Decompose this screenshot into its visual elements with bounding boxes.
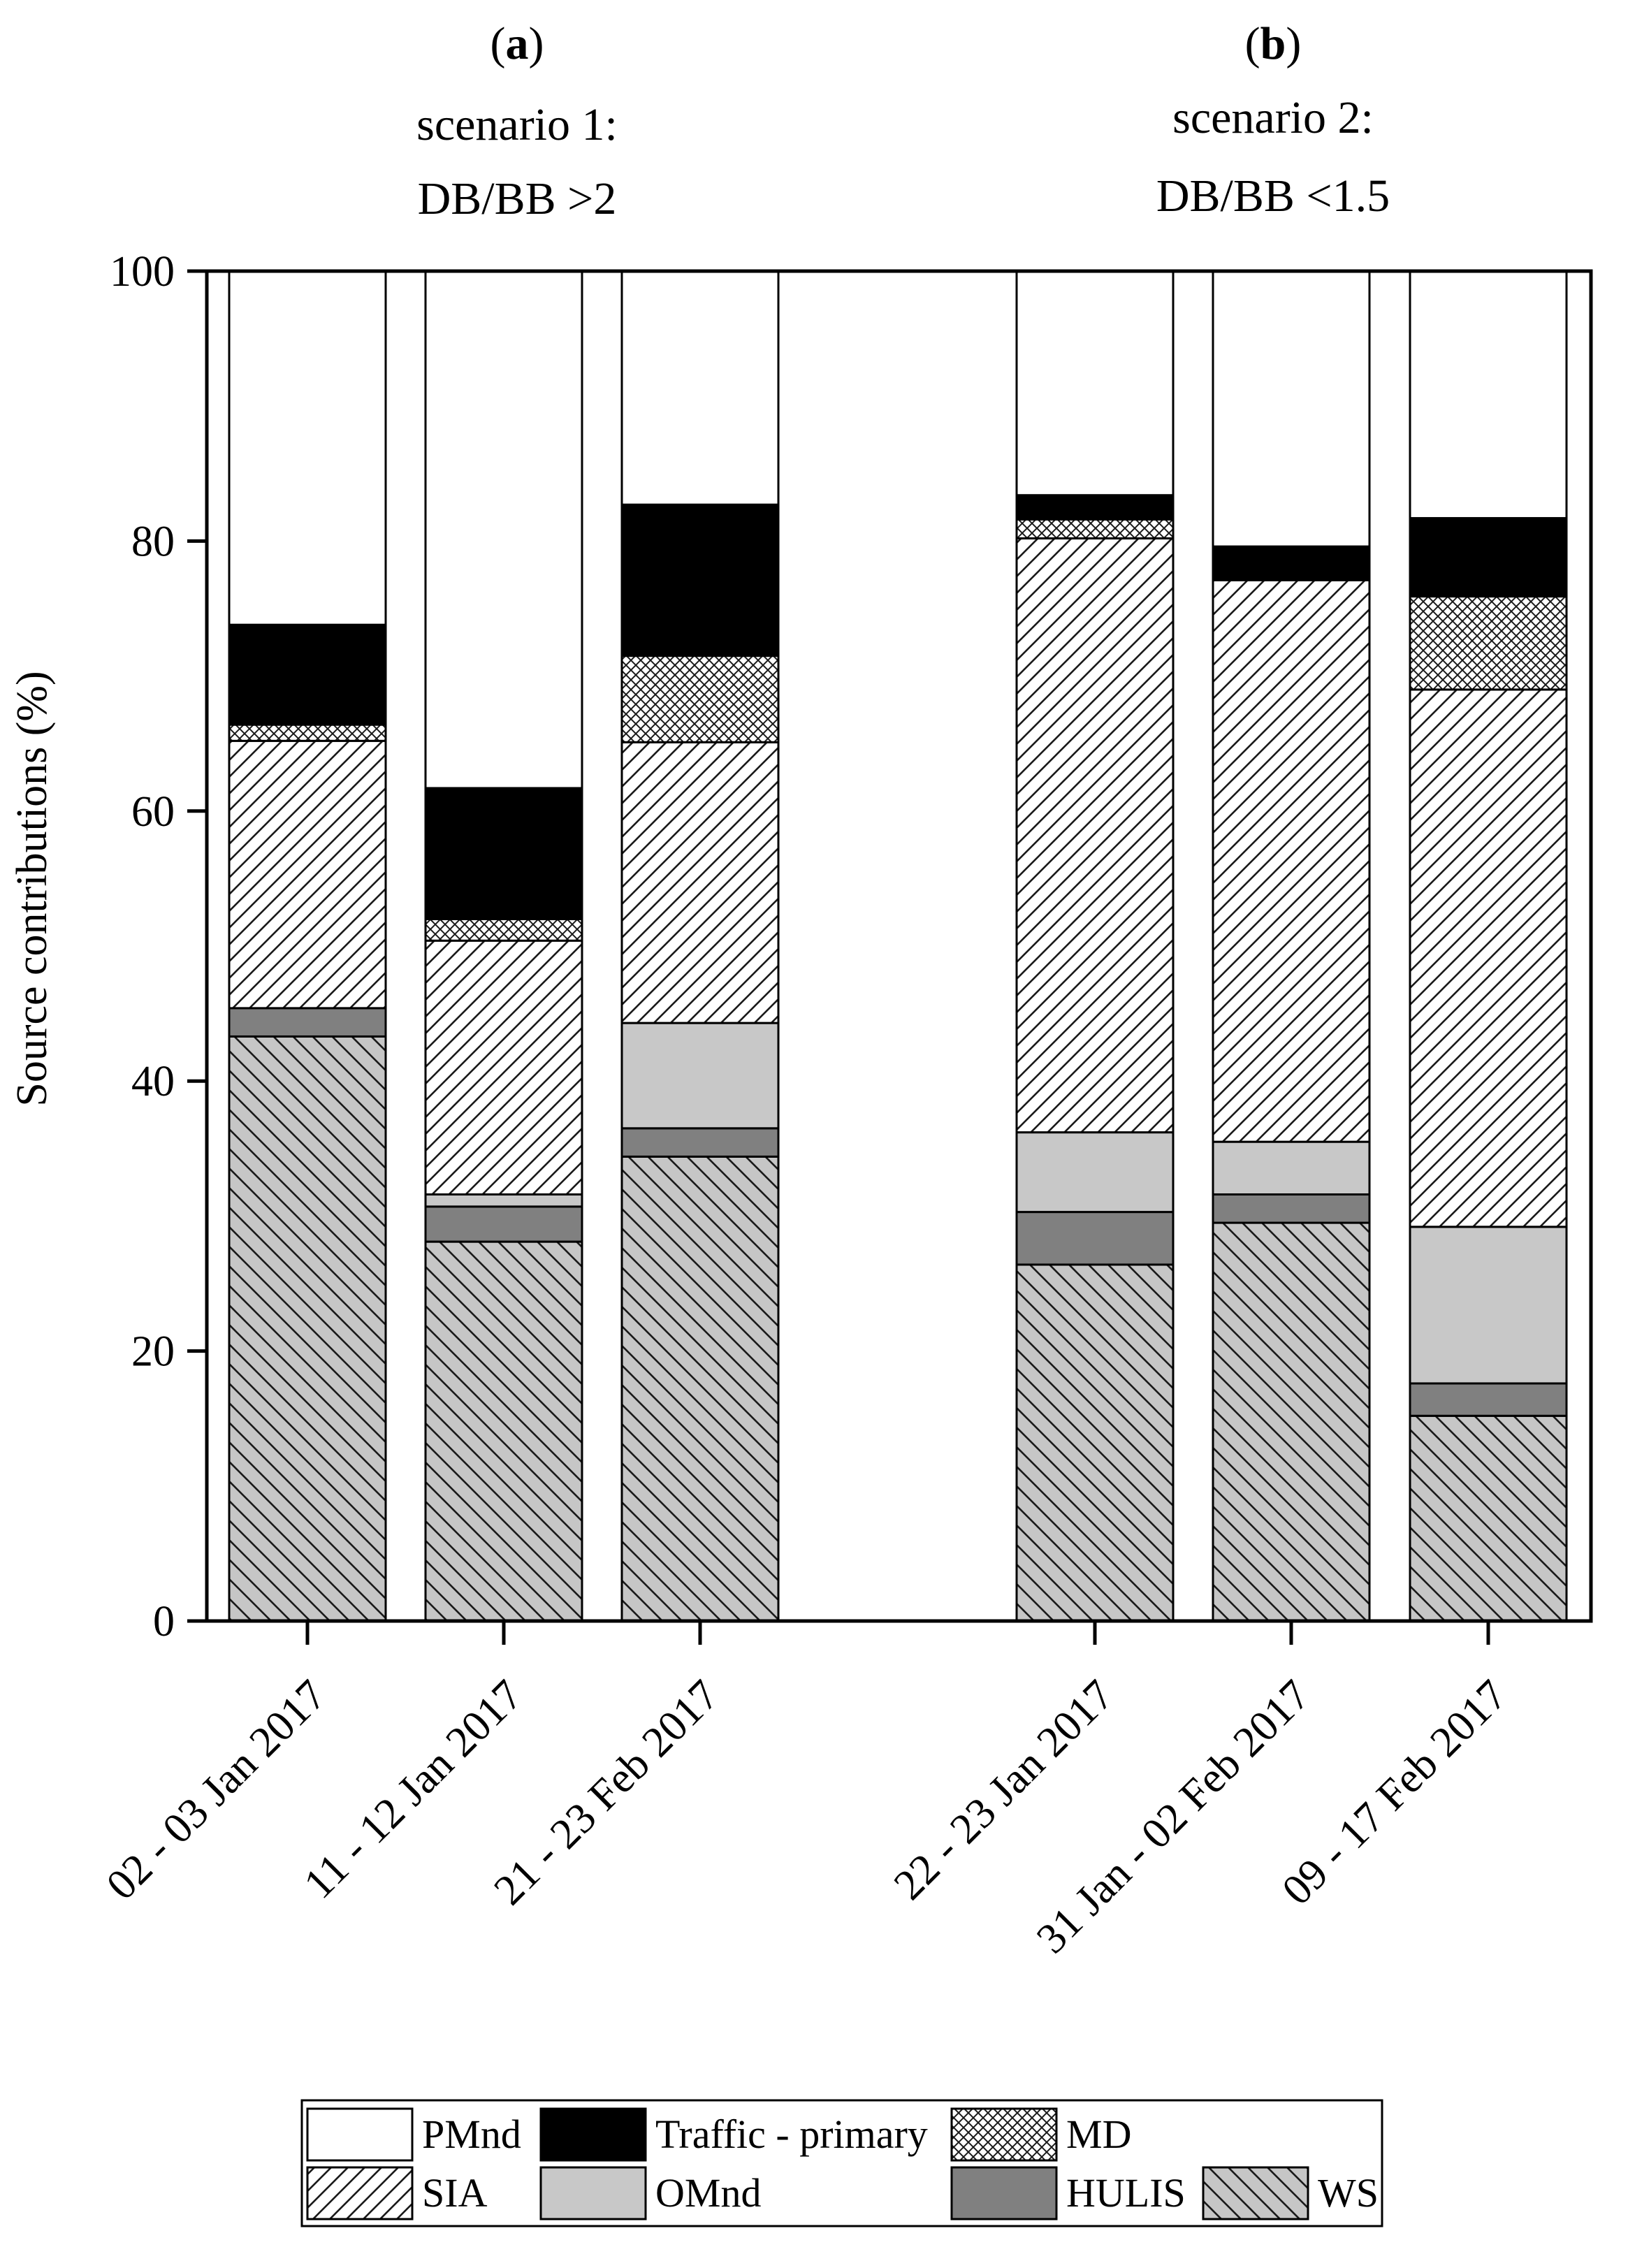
plot-frame bbox=[205, 269, 1593, 1623]
bar-segment-pmnd-6 bbox=[1409, 270, 1568, 520]
legend-swatch-hulis bbox=[950, 2166, 1058, 2220]
bar-segment-pmnd-4 bbox=[1015, 270, 1175, 497]
bar-segment-hulis-2 bbox=[424, 1205, 583, 1243]
bar-segment-pmnd-5 bbox=[1212, 270, 1371, 548]
bar-segment-ws-3 bbox=[620, 1155, 780, 1622]
y-tick-label-40: 40 bbox=[131, 1058, 175, 1105]
bar-segment-traffic-5 bbox=[1212, 545, 1371, 581]
y-tick-label-0: 0 bbox=[153, 1598, 175, 1645]
bar-segment-traffic-2 bbox=[424, 787, 583, 920]
panel-a-condition: DB/BB >2 bbox=[418, 173, 617, 224]
legend-swatch-sia bbox=[306, 2166, 414, 2220]
legend: PMnd Traffic - primary MD SIA OMnd HULIS WS bbox=[300, 2099, 1383, 2227]
axes bbox=[205, 269, 1593, 1645]
bar-segment-pmnd-2 bbox=[424, 270, 583, 790]
bar-segment-omnd-4 bbox=[1015, 1131, 1175, 1214]
legend-swatch-md bbox=[950, 2107, 1058, 2162]
bar-segment-md-4 bbox=[1015, 518, 1175, 540]
panel-b-condition: DB/BB <1.5 bbox=[1156, 170, 1390, 221]
legend-label-md: MD bbox=[1066, 2111, 1131, 2157]
y-tick-label-20: 20 bbox=[131, 1328, 175, 1376]
bar-segment-sia-6 bbox=[1409, 688, 1568, 1228]
bar-segment-ws-4 bbox=[1015, 1263, 1175, 1622]
legend-label-omnd: OMnd bbox=[655, 2170, 761, 2216]
bar-segment-md-6 bbox=[1409, 595, 1568, 691]
legend-frame bbox=[300, 2099, 1383, 2227]
legend-label-hulis: HULIS bbox=[1066, 2170, 1186, 2216]
bar-segment-hulis-3 bbox=[620, 1127, 780, 1158]
bar-segment-hulis-1 bbox=[228, 1007, 387, 1038]
legend-swatch-traffic bbox=[539, 2107, 647, 2162]
bar-segment-sia-5 bbox=[1212, 579, 1371, 1143]
bar-segment-omnd-6 bbox=[1409, 1226, 1568, 1385]
bar-segment-sia-4 bbox=[1015, 537, 1175, 1134]
bar-segment-md-3 bbox=[620, 655, 780, 743]
legend-label-ws: WS bbox=[1318, 2170, 1379, 2216]
y-ticks: 0 20 40 60 80 100 bbox=[110, 248, 207, 1645]
y-axis-title: Source contributions (%) bbox=[8, 671, 56, 1106]
panel-b-scenario: scenario 2: bbox=[1172, 92, 1374, 143]
y-tick-label-80: 80 bbox=[131, 518, 175, 565]
legend-label-pmnd: PMnd bbox=[422, 2111, 521, 2157]
bar-segment-traffic-1 bbox=[228, 623, 387, 726]
bar-segment-traffic-6 bbox=[1409, 517, 1568, 598]
bar-segment-ws-1 bbox=[228, 1035, 387, 1622]
bar-segment-traffic-4 bbox=[1015, 494, 1175, 521]
bar-segment-ws-2 bbox=[424, 1240, 583, 1622]
legend-swatch-ws bbox=[1202, 2166, 1309, 2220]
bar-segment-omnd-3 bbox=[620, 1022, 780, 1130]
bar-segment-traffic-3 bbox=[620, 503, 780, 657]
y-tick-label-100: 100 bbox=[110, 248, 175, 296]
panel-b-letter: (b) bbox=[1245, 18, 1302, 69]
bar-segment-md-1 bbox=[228, 723, 387, 742]
legend-swatch-omnd bbox=[539, 2166, 647, 2220]
panel-headers: (a) scenario 1: DB/BB >2 (b) scenario 2:… bbox=[416, 18, 1390, 224]
bar-segment-sia-1 bbox=[228, 739, 387, 1010]
bar-segment-hulis-4 bbox=[1015, 1211, 1175, 1266]
bar-segment-md-2 bbox=[424, 917, 583, 942]
bar-segment-sia-2 bbox=[424, 939, 583, 1195]
panel-a-scenario: scenario 1: bbox=[416, 99, 618, 150]
bar-segment-omnd-2 bbox=[424, 1193, 583, 1208]
bar-segment-hulis-6 bbox=[1409, 1382, 1568, 1417]
bar-segment-omnd-5 bbox=[1212, 1140, 1371, 1195]
bar-segment-pmnd-1 bbox=[228, 270, 387, 626]
bar-segment-sia-3 bbox=[620, 741, 780, 1024]
panel-a-letter: (a) bbox=[490, 18, 544, 69]
legend-label-traffic: Traffic - primary bbox=[655, 2111, 928, 2157]
bar-segment-pmnd-3 bbox=[620, 270, 780, 506]
bars bbox=[228, 270, 1568, 1622]
legend-swatch-pmnd bbox=[306, 2107, 414, 2162]
bar-segment-ws-5 bbox=[1212, 1221, 1371, 1622]
bar-segment-hulis-5 bbox=[1212, 1193, 1371, 1224]
y-tick-label-60: 60 bbox=[131, 788, 175, 836]
bar-segment-ws-6 bbox=[1409, 1414, 1568, 1622]
legend-label-sia: SIA bbox=[422, 2170, 488, 2216]
